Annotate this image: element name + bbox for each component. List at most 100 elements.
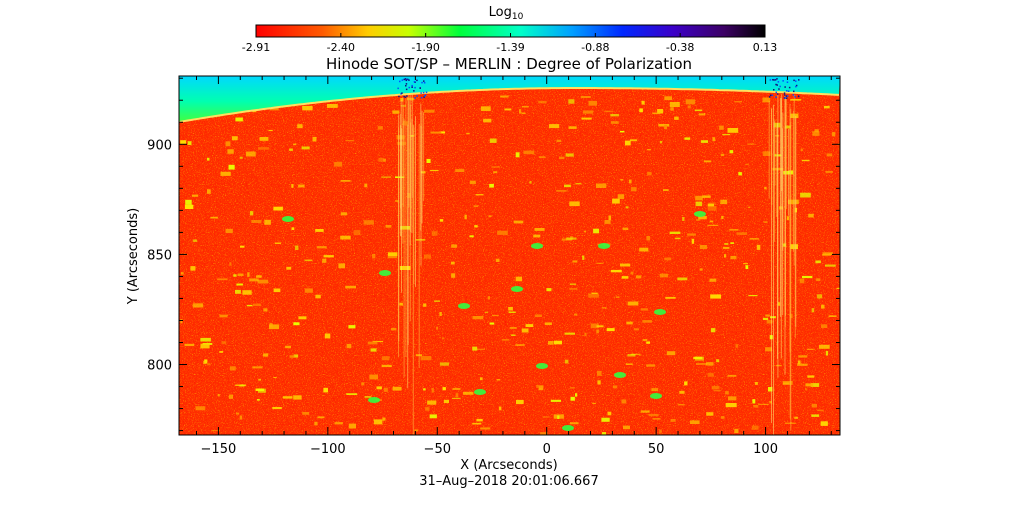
polarization-patch (707, 224, 719, 226)
seam-speckle (421, 81, 423, 84)
polarization-patch (203, 361, 207, 365)
polarization-patch (348, 325, 356, 329)
polarization-patch (289, 355, 295, 358)
seam-speckle (782, 80, 784, 82)
strong-polarization-patch (536, 363, 548, 369)
polarization-patch (593, 228, 599, 234)
polarization-patch (664, 124, 668, 130)
polarization-patch (291, 184, 294, 188)
polarization-patch (492, 315, 499, 317)
polarization-patch (246, 304, 253, 307)
polarization-patch (566, 237, 577, 240)
polarization-patch (289, 148, 293, 151)
polarization-patch (556, 190, 567, 192)
polarization-patch (229, 366, 236, 371)
seam-speckle (398, 95, 400, 98)
polarization-patch (521, 328, 529, 333)
polarization-patch (711, 385, 720, 390)
polarization-patch (476, 418, 483, 422)
polarization-patch (612, 198, 620, 204)
polarization-patch (392, 110, 400, 114)
polarization-patch (496, 379, 501, 381)
polarization-patch (685, 99, 696, 105)
polarization-patch (604, 110, 614, 113)
polarization-patch (353, 230, 361, 236)
polarization-patch (207, 189, 211, 194)
polarization-patch (556, 139, 562, 142)
polarization-patch (293, 322, 300, 326)
polarization-patch (800, 192, 811, 198)
seam-speckle (798, 79, 800, 81)
polarization-patch (765, 314, 770, 317)
polarization-patch (659, 429, 662, 434)
polarization-patch (184, 343, 195, 347)
polarization-patch (588, 100, 597, 106)
polarization-patch (564, 332, 575, 335)
polarization-patch (570, 422, 579, 425)
x-tick-label: −50 (424, 442, 451, 457)
polarization-patch (720, 416, 725, 419)
polarization-patch (191, 194, 199, 197)
polarization-patch (818, 344, 830, 349)
polarization-patch (635, 275, 642, 279)
colorbar-tick-label: 0.13 (753, 41, 778, 54)
polarization-patch (784, 125, 791, 129)
polarization-patch (743, 263, 748, 265)
polarization-patch (529, 181, 532, 184)
polarization-patch (699, 268, 703, 271)
polarization-patch (273, 206, 283, 211)
polarization-patch (565, 153, 574, 157)
polarization-patch (508, 311, 516, 313)
polarization-patch (677, 277, 688, 281)
polarization-patch (427, 400, 437, 405)
polarization-patch (268, 324, 280, 330)
polarization-patch (816, 294, 823, 299)
polarization-patch (770, 316, 776, 319)
polarization-patch (180, 272, 184, 275)
colorbar-tick-label: -1.90 (411, 41, 439, 54)
polarization-patch (474, 225, 478, 228)
polarization-patch (536, 385, 544, 388)
polarization-patch (646, 149, 651, 151)
polarization-patch (533, 234, 541, 238)
polarization-patch (334, 422, 343, 425)
polarization-patch (257, 279, 269, 284)
polarization-patch (237, 273, 244, 276)
polarization-patch (192, 303, 204, 308)
seam-speckle (785, 97, 788, 99)
polarization-patch (439, 312, 442, 316)
polarization-patch (239, 415, 243, 420)
polarization-patch (630, 353, 641, 355)
polarization-patch (516, 399, 524, 405)
seam-speckle (776, 93, 779, 95)
polarization-patch (747, 143, 755, 145)
y-tick-label: 900 (147, 138, 172, 153)
polarization-patch (641, 100, 645, 105)
polarization-patch (568, 126, 577, 129)
polarization-patch (376, 386, 382, 390)
x-tick-label: 0 (543, 442, 551, 457)
polarization-patch (322, 258, 327, 263)
polarization-patch (221, 341, 227, 344)
colorbar-tick-label: -0.88 (581, 41, 609, 54)
polarization-patch (346, 343, 352, 349)
polarization-patch (489, 322, 495, 325)
polarization-patch (642, 320, 652, 323)
polarization-patch (670, 419, 676, 422)
polarization-patch (301, 146, 310, 150)
polarization-patch (658, 124, 670, 127)
polarization-patch (725, 403, 737, 408)
polarization-patch (217, 278, 228, 281)
polarization-patch (487, 296, 490, 300)
polarization-patch (745, 163, 749, 166)
polarization-patch (200, 337, 211, 342)
seam-speckle (406, 78, 409, 81)
polarization-patch (229, 262, 232, 266)
polarization-patch (582, 255, 585, 260)
polarization-patch (451, 244, 458, 248)
polarization-patch (808, 213, 814, 218)
polarization-patch (258, 147, 269, 150)
y-tick-label: 850 (147, 248, 172, 263)
polarization-patch (620, 263, 631, 267)
polarization-patch (391, 327, 397, 331)
